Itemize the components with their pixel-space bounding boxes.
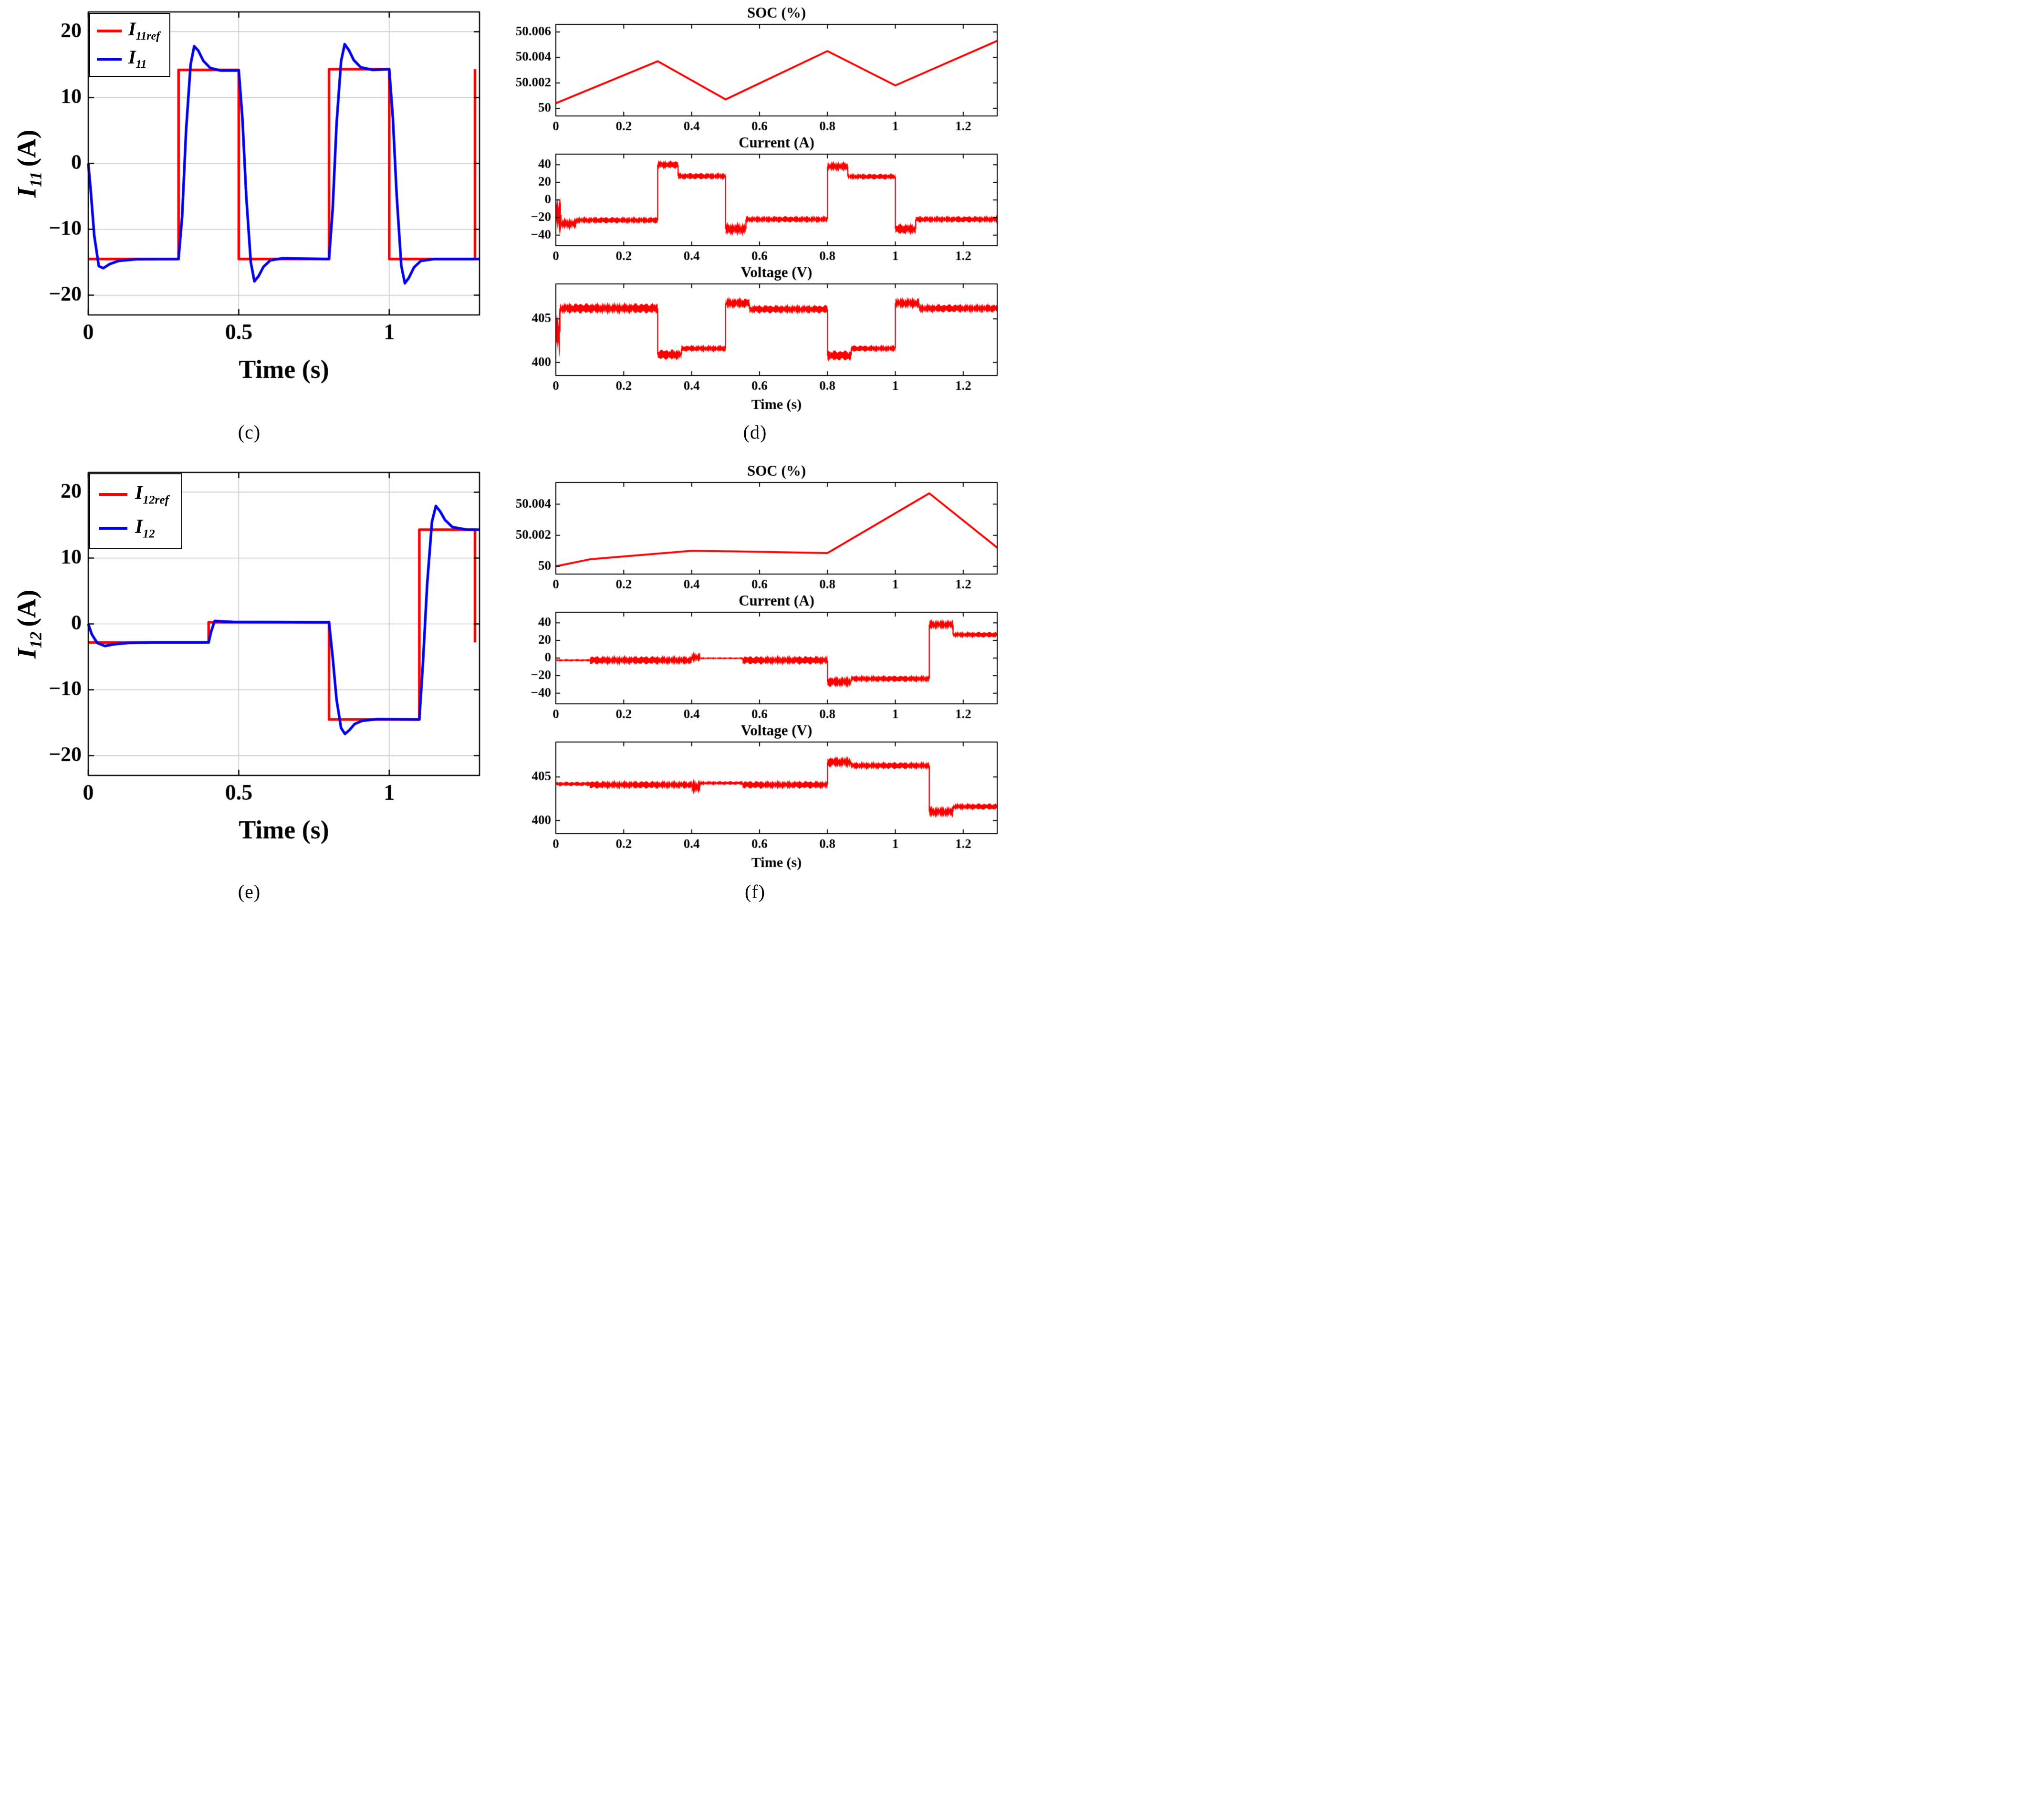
legend-label-main: I bbox=[128, 46, 136, 68]
figure-grid: I11(A) I11ref I11 I12(A) I12ref bbox=[0, 0, 1012, 910]
legend-label-main: I bbox=[135, 515, 143, 538]
legend-label-subscript: 11 bbox=[136, 58, 147, 71]
ylabel-subscript: 12 bbox=[26, 631, 45, 649]
legend-entry-i11ref: I11ref bbox=[97, 20, 160, 42]
legend-ref-line-sample bbox=[99, 493, 127, 496]
y-axis-label-i11: I11 (A) bbox=[12, 129, 45, 198]
legend-e: I12ref I12 bbox=[89, 473, 182, 550]
legend-label-i12: I12 bbox=[135, 517, 155, 540]
legend-label-i12ref: I12ref bbox=[135, 483, 169, 506]
legend-label-main: I bbox=[128, 18, 136, 40]
legend-label-i11ref: I11ref bbox=[128, 20, 160, 42]
ylabel-symbol: I bbox=[12, 648, 42, 659]
legend-label-subscript: 12 bbox=[143, 527, 155, 540]
caption-e: (e) bbox=[238, 881, 261, 902]
ylabel-unit: (A) bbox=[12, 589, 42, 627]
legend-ref-line-sample bbox=[97, 29, 122, 32]
legend-c: I11ref I11 bbox=[89, 13, 171, 77]
legend-entry-i12: I12 bbox=[99, 517, 169, 540]
y-axis-label-i12: I12 (A) bbox=[12, 589, 45, 659]
panel-e: I12(A) I12ref I12 bbox=[7, 465, 491, 861]
legend-label-subscript: 11ref bbox=[136, 30, 160, 42]
legend-entry-i12ref: I12ref bbox=[99, 483, 169, 506]
panel-f bbox=[501, 460, 1009, 876]
ylabel-subscript: 11 bbox=[26, 171, 45, 188]
panel-d bbox=[501, 2, 1009, 418]
legend-meas-line-sample bbox=[97, 57, 122, 61]
chart-f-soc-current-voltage bbox=[501, 460, 1009, 876]
caption-c: (c) bbox=[238, 421, 261, 443]
panel-c: I11(A) I11ref I11 bbox=[7, 5, 491, 401]
chart-d-soc-current-voltage bbox=[501, 2, 1009, 418]
legend-label-main: I bbox=[135, 482, 143, 504]
legend-meas-line-sample bbox=[99, 526, 127, 530]
caption-f: (f) bbox=[745, 881, 765, 902]
caption-d: (d) bbox=[743, 421, 767, 443]
ylabel-unit: (A) bbox=[12, 129, 42, 167]
legend-label-i11: I11 bbox=[128, 46, 147, 71]
chart-e-i12-current-tracking bbox=[7, 465, 491, 852]
legend-entry-i11: I11 bbox=[97, 48, 160, 70]
ylabel-symbol: I bbox=[12, 187, 42, 198]
legend-label-subscript: 12ref bbox=[143, 493, 169, 507]
chart-c-i11-current-tracking bbox=[7, 5, 491, 391]
